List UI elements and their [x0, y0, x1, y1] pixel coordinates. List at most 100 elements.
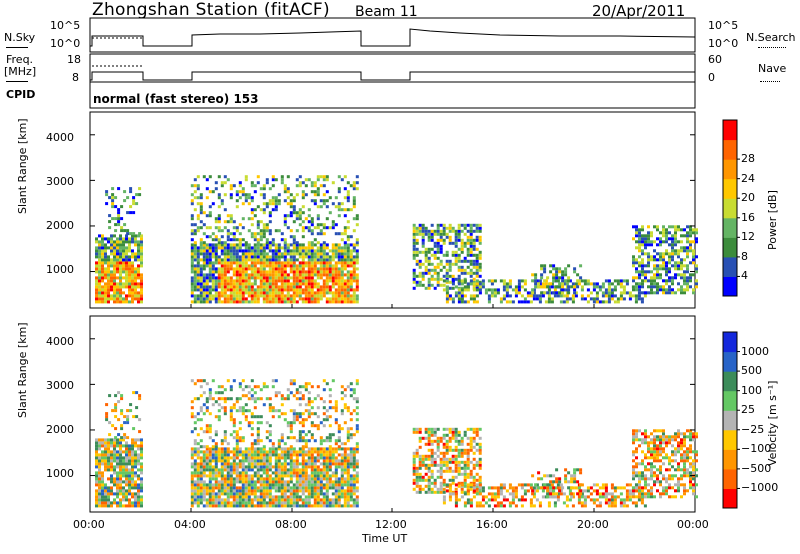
- echo-cell: [304, 249, 308, 253]
- echo-cell: [238, 238, 242, 242]
- echo-cell: [478, 442, 482, 446]
- echo-cell: [295, 462, 299, 466]
- echo-cell: [262, 202, 266, 206]
- echo-cell: [223, 474, 227, 478]
- echo-cell: [140, 249, 143, 253]
- echo-cell: [322, 459, 326, 463]
- echo-cell: [126, 415, 130, 419]
- echo-cell: [98, 243, 101, 247]
- echo-cell: [466, 501, 470, 505]
- echo-cell: [113, 279, 116, 283]
- echo-cell: [241, 258, 245, 262]
- echo-cell: [463, 244, 467, 248]
- echo-cell: [253, 184, 257, 188]
- echo-cell: [119, 240, 122, 244]
- echo-cell: [262, 489, 266, 493]
- echo-cell: [349, 288, 353, 292]
- echo-cell: [298, 415, 302, 419]
- echo-cell: [586, 300, 590, 304]
- echo-cell: [511, 300, 515, 304]
- echo-cell: [223, 243, 227, 247]
- echo-cell: [202, 282, 206, 286]
- echo-cell: [689, 285, 692, 289]
- echo-cell: [214, 501, 218, 505]
- echo-cell: [196, 270, 200, 274]
- echo-cell: [256, 220, 260, 224]
- echo-cell: [325, 439, 329, 443]
- echo-cell: [259, 261, 263, 265]
- echo-cell: [475, 282, 479, 286]
- echo-cell: [325, 190, 329, 194]
- echo-cell: [304, 217, 308, 221]
- echo-cell: [289, 276, 293, 280]
- echo-cell: [129, 211, 133, 215]
- echo-cell: [95, 453, 98, 457]
- echo-cell: [427, 466, 431, 470]
- echo-cell: [460, 483, 464, 487]
- echo-cell: [125, 456, 128, 460]
- echo-cell: [283, 285, 287, 289]
- echo-cell: [111, 205, 115, 209]
- echo-cell: [319, 504, 323, 508]
- echo-cell: [190, 252, 194, 256]
- echo-cell: [116, 297, 119, 301]
- echo-cell: [128, 468, 131, 472]
- echo-cell: [238, 462, 242, 466]
- echo-cell: [205, 468, 209, 472]
- echo-cell: [322, 465, 326, 469]
- echo-cell: [322, 285, 326, 289]
- echo-cell: [274, 276, 278, 280]
- echo-cell: [199, 439, 203, 443]
- echo-cell: [241, 495, 245, 499]
- echo-cell: [316, 474, 320, 478]
- echo-cell: [241, 388, 245, 392]
- echo-cell: [256, 175, 260, 179]
- echo-cell: [283, 397, 287, 401]
- echo-cell: [256, 421, 260, 425]
- echo-cell: [116, 438, 119, 442]
- echo-cell: [116, 270, 119, 274]
- echo-cell: [573, 291, 577, 295]
- echo-cell: [337, 294, 341, 298]
- echo-cell: [331, 223, 335, 227]
- echo-cell: [95, 291, 98, 295]
- echo-cell: [241, 243, 245, 247]
- echo-cell: [292, 409, 296, 413]
- echo-cell: [352, 205, 356, 209]
- echo-cell: [253, 492, 257, 496]
- echo-cell: [120, 205, 124, 209]
- echo-cell: [493, 495, 497, 499]
- echo-cell: [442, 469, 446, 473]
- echo-cell: [244, 471, 248, 475]
- echo-cell: [238, 294, 242, 298]
- echo-cell: [229, 456, 233, 460]
- echo-cell: [116, 474, 119, 478]
- echo-cell: [526, 300, 530, 304]
- echo-cell: [101, 300, 104, 304]
- echo-cell: [268, 480, 272, 484]
- freq-nave-trace: [90, 65, 695, 81]
- echo-cell: [259, 465, 263, 469]
- echo-cell: [337, 300, 341, 304]
- echo-cell: [619, 291, 623, 295]
- echo-cell: [340, 270, 344, 274]
- echo-cell: [517, 279, 521, 283]
- echo-cell: [671, 252, 674, 256]
- echo-cell: [280, 300, 284, 304]
- echo-cell: [325, 418, 329, 422]
- echo-cell: [457, 229, 461, 233]
- echo-cell: [283, 276, 287, 280]
- echo-cell: [695, 267, 698, 271]
- echo-cell: [692, 231, 695, 235]
- echo-cell: [217, 196, 221, 200]
- echo-cell: [268, 267, 272, 271]
- echo-cell: [196, 184, 200, 188]
- echo-cell: [328, 445, 332, 449]
- echo-cell: [256, 258, 260, 262]
- echo-cell: [337, 453, 341, 457]
- echo-cell: [265, 430, 269, 434]
- echo-cell: [265, 238, 269, 242]
- echo-cell: [469, 501, 473, 505]
- echo-cell: [304, 418, 308, 422]
- echo-cell: [277, 462, 281, 466]
